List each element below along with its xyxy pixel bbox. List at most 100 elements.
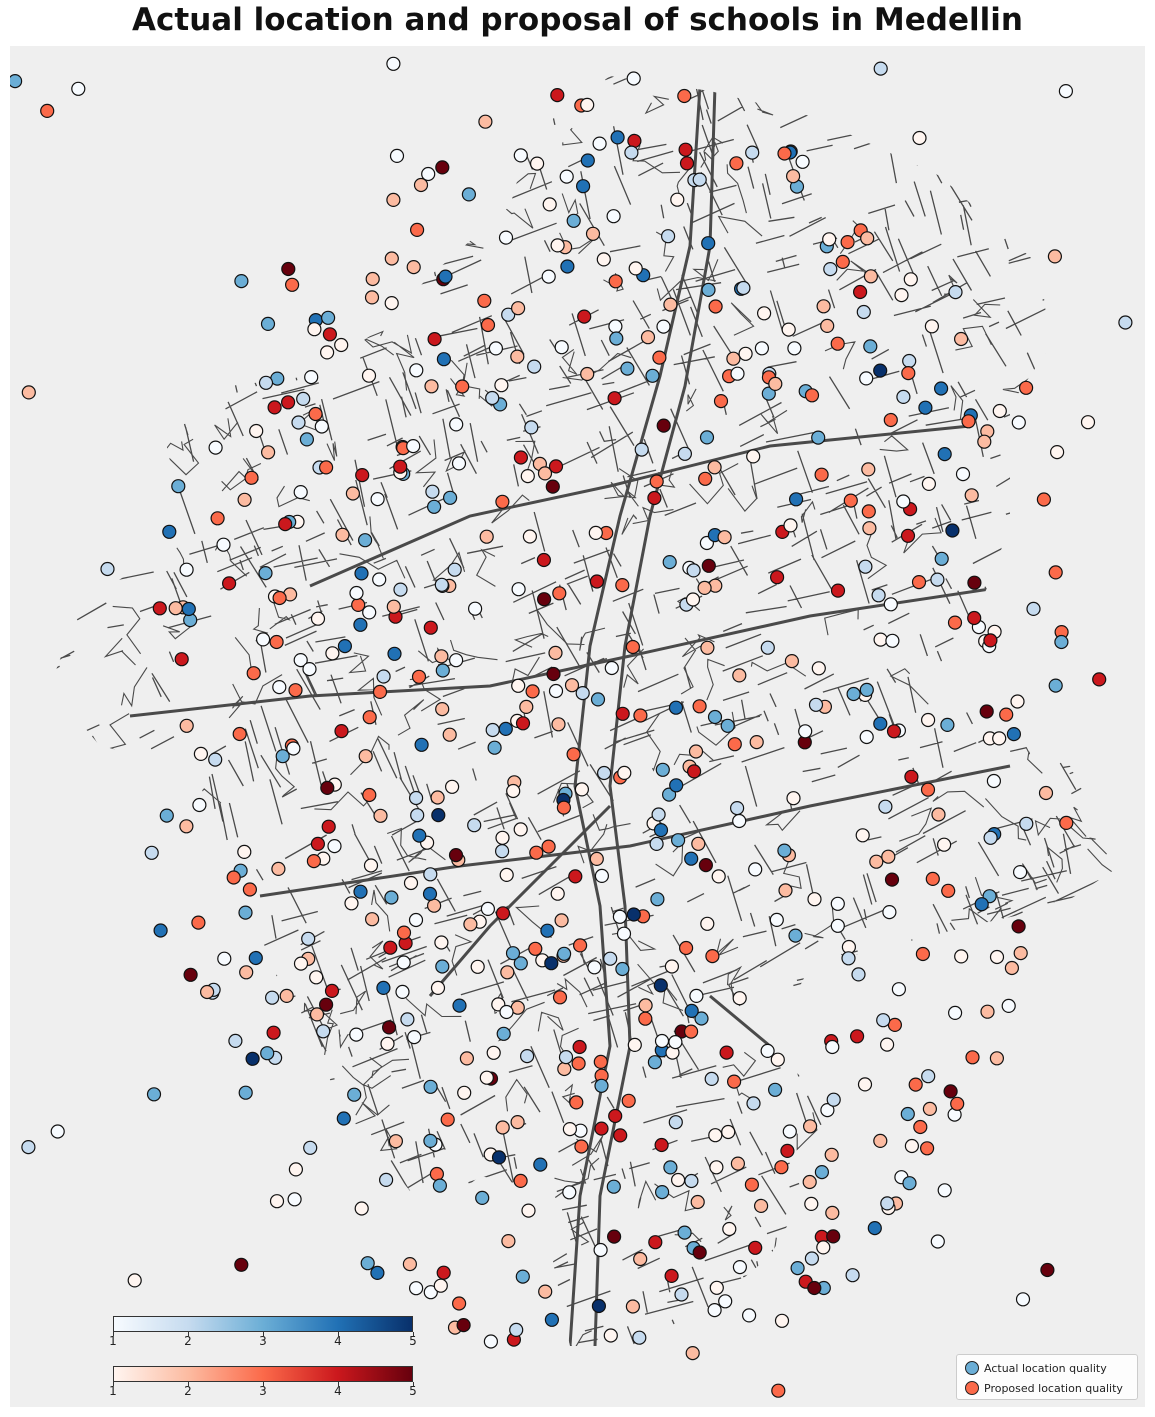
actual-school-marker	[475, 1190, 490, 1206]
actual-school-marker	[511, 582, 526, 597]
proposed-school-marker	[239, 965, 254, 980]
proposed-school-marker	[811, 661, 826, 676]
actual-school-marker	[955, 467, 971, 482]
proposed-school-marker	[452, 1296, 467, 1311]
proposed-school-marker	[522, 529, 538, 544]
actual-school-marker	[1012, 864, 1028, 880]
colorbar-tick	[113, 1332, 114, 1336]
proposed-school-marker	[320, 780, 335, 796]
proposed-school-marker	[486, 1045, 501, 1060]
actual-school-marker	[669, 778, 684, 793]
actual-school-marker	[362, 605, 377, 620]
proposed-school-marker	[685, 592, 701, 607]
proposed-school-marker	[246, 666, 261, 681]
proposed-school-marker	[393, 459, 408, 474]
actual-school-marker	[483, 1334, 498, 1349]
proposed-school-marker	[355, 468, 370, 483]
actual-school-marker	[423, 867, 438, 882]
actual-school-marker	[443, 490, 458, 505]
map-legend: Actual location quality Proposed locatio…	[956, 1354, 1138, 1400]
proposed-school-marker	[654, 1137, 669, 1153]
actual-school-marker	[896, 494, 911, 509]
actual-school-marker	[513, 956, 528, 971]
proposed-school-marker	[572, 1039, 587, 1055]
proposed-school-marker	[179, 819, 194, 834]
actual-school-marker	[427, 499, 442, 514]
proposed-school-marker	[683, 1024, 699, 1039]
proposed-school-marker	[480, 317, 496, 333]
proposed-school-marker	[501, 1233, 516, 1249]
proposed-school-marker	[529, 845, 544, 860]
actual-school-marker	[337, 638, 352, 654]
proposed-school-marker	[510, 349, 525, 364]
actual-school-marker	[746, 1096, 761, 1111]
actual-school-marker	[612, 909, 628, 924]
actual-school-marker	[1118, 315, 1133, 330]
actual-school-marker	[544, 956, 559, 971]
proposed-school-marker	[670, 192, 685, 207]
actual-school-marker	[393, 582, 408, 597]
actual-school-marker	[379, 1172, 394, 1188]
proposed-school-marker	[358, 749, 373, 764]
actual-school-marker	[795, 154, 810, 169]
actual-school-marker	[918, 400, 933, 415]
proposed-school-marker	[912, 130, 927, 146]
proposed-school-marker	[873, 632, 888, 647]
proposed-school-marker	[979, 704, 994, 719]
proposed-school-marker	[678, 142, 693, 157]
proposed-school-marker	[266, 1025, 281, 1040]
actual-school-marker	[788, 928, 803, 943]
proposed-school-marker	[442, 727, 457, 742]
actual-school-marker	[684, 1173, 699, 1189]
proposed-school-marker	[915, 946, 931, 962]
actual-school-marker	[686, 563, 701, 578]
actual-school-marker	[684, 851, 699, 866]
proposed-school-marker	[403, 875, 419, 891]
actual-school-marker	[902, 1176, 917, 1191]
proposed-school-marker	[495, 906, 511, 921]
actual-school-marker	[878, 799, 893, 814]
proposed-school-marker	[617, 765, 632, 781]
actual-school-marker	[293, 485, 308, 500]
actual-school-marker	[495, 844, 510, 859]
proposed-school-marker	[293, 956, 309, 971]
actual-school-marker	[562, 1185, 577, 1200]
proposed-school-marker	[947, 615, 963, 630]
actual-school-marker	[580, 153, 595, 168]
actual-school-marker	[245, 1051, 260, 1066]
actual-school-marker	[432, 1178, 447, 1193]
actual-school-marker	[505, 946, 521, 961]
actual-school-marker	[354, 566, 369, 581]
colorbar-tick-label: 1	[109, 1334, 117, 1348]
proposed-school-marker	[557, 1061, 572, 1077]
actual-school-marker	[677, 1225, 692, 1240]
proposed-school-marker	[830, 583, 846, 598]
actual-school-marker	[610, 130, 625, 145]
proposed-school-marker	[542, 197, 557, 212]
actual-school-marker	[410, 808, 425, 823]
actual-school-marker	[934, 551, 949, 566]
proposed-school-marker	[857, 1077, 873, 1092]
actual-school-marker	[291, 415, 306, 430]
actual-school-marker	[408, 912, 424, 928]
actual-school-marker	[883, 597, 898, 612]
proposed-school-marker	[778, 883, 793, 898]
actual-school-marker	[902, 353, 917, 369]
proposed-school-marker	[748, 1240, 763, 1255]
actual-school-marker	[592, 136, 607, 151]
proposed-school-marker	[550, 886, 565, 901]
proposed-school-marker	[726, 351, 741, 366]
proposed-school-marker	[237, 844, 252, 860]
proposed-school-marker	[361, 368, 377, 383]
proposed-school-marker	[967, 575, 982, 590]
proposed-school-marker	[822, 232, 837, 247]
map-area[interactable]	[10, 46, 1145, 1407]
main-avenue	[309, 424, 971, 588]
actual-school-marker	[1019, 816, 1034, 831]
colorbar-tick	[188, 1382, 189, 1386]
proposed-school-marker	[774, 1313, 790, 1328]
actual-school-marker	[841, 951, 856, 966]
proposed-school-marker	[738, 346, 753, 361]
actual-quality-colorbar	[113, 1316, 413, 1332]
proposed-school-marker	[771, 1383, 786, 1398]
